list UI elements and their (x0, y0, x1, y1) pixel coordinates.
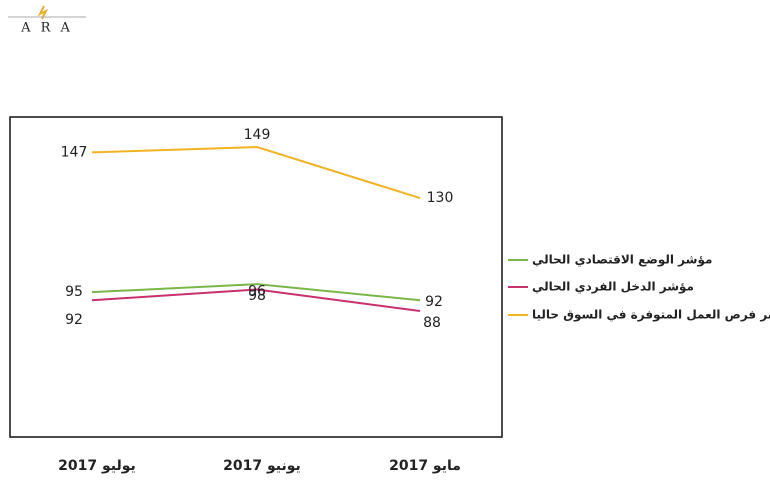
series-line (91, 145, 421, 200)
logo-icon (37, 5, 49, 20)
data-label: 147 (61, 144, 88, 160)
data-label: 98 (248, 288, 266, 304)
data-label: 92 (65, 312, 83, 328)
x-tick-label: يوليو 2017 (58, 458, 136, 474)
x-tick-label: يونيو 2017 (223, 458, 301, 474)
legend-label: مؤشر الدخل الفردي الحالي (532, 280, 694, 295)
legend-label: مؤشر الوضع الاقتصادي الحالي (532, 253, 712, 268)
data-label: 96 (248, 283, 266, 299)
plot-frame (9, 116, 503, 438)
data-label: 130 (427, 190, 454, 206)
x-tick-label: مايو 2017 (389, 458, 461, 474)
series-line (91, 283, 421, 302)
data-label: 149 (244, 127, 271, 143)
data-label: 92 (425, 294, 443, 310)
data-label: 95 (65, 284, 83, 300)
series-line (91, 288, 421, 312)
logo: A R A (20, 21, 73, 36)
legend-label: مؤشر فرص العمل المتوفرة في السوق حاليا (532, 308, 770, 323)
data-label: 88 (423, 315, 441, 331)
